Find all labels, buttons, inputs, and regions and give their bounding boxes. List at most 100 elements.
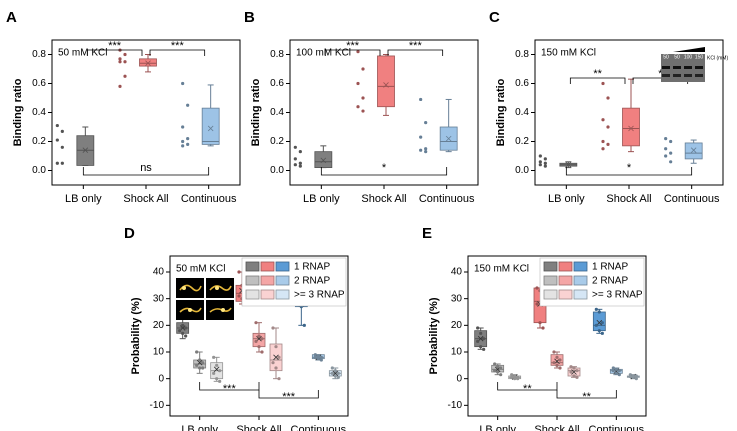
gel-lane-label: 50 [674, 54, 680, 60]
legend-label: >= 3 RNAP [592, 290, 643, 301]
panel-label: E [422, 225, 432, 242]
significance-bracket [497, 382, 558, 391]
data-point [543, 164, 547, 168]
significance-label: ** [523, 383, 532, 395]
data-point [198, 366, 202, 370]
data-point [569, 365, 573, 369]
y-tick-label: -10 [150, 400, 165, 411]
legend-swatch [260, 275, 275, 286]
legend-swatch [558, 261, 573, 272]
data-point [60, 145, 64, 149]
data-point [181, 139, 185, 144]
significance-label: *** [108, 40, 122, 52]
legend-swatch [573, 289, 588, 300]
data-point [60, 161, 64, 165]
legend-swatch [573, 261, 588, 272]
gel-lane-label: 100 [684, 54, 693, 60]
mean-marker [196, 359, 203, 366]
y-tick-label: 40 [153, 267, 165, 278]
mean-marker [477, 335, 484, 342]
data-point [601, 118, 605, 122]
data-point [669, 139, 673, 144]
data-point [123, 52, 127, 57]
mean-marker [332, 370, 339, 377]
legend-swatch [275, 289, 290, 300]
data-point [257, 345, 261, 349]
micrograph [206, 278, 234, 298]
micrograph-spot [188, 308, 192, 312]
gel-band [673, 66, 681, 69]
panel-label: D [124, 225, 135, 242]
data-point [558, 366, 562, 370]
data-point [293, 145, 297, 149]
mean-marker [256, 335, 262, 342]
y-axis-label: Binding ratio [495, 78, 507, 146]
panel-title: 150 mM KCl [474, 264, 529, 275]
box [139, 58, 157, 67]
y-tick-label: 0.4 [270, 107, 284, 118]
data-point [298, 164, 302, 168]
data-point [601, 147, 605, 151]
legend-swatch [275, 261, 290, 272]
data-point [476, 326, 480, 330]
y-tick-label: 0.2 [32, 136, 46, 147]
x-tick-label: LB only [548, 193, 585, 205]
data-point [617, 373, 621, 377]
data-point [212, 371, 216, 375]
mean-marker [273, 354, 279, 361]
data-point [617, 369, 621, 373]
data-point [510, 375, 514, 379]
data-point [424, 147, 428, 151]
data-point [237, 270, 241, 274]
data-point [361, 96, 365, 100]
data-point [186, 142, 190, 146]
data-point [597, 329, 601, 333]
data-point [555, 363, 559, 367]
significance-bracket [556, 390, 617, 399]
data-point [479, 345, 483, 349]
box [622, 107, 640, 147]
data-point [572, 374, 576, 378]
mean-marker [596, 319, 603, 326]
data-point [336, 371, 340, 375]
y-tick-label: 0.0 [32, 165, 46, 176]
data-point [361, 109, 365, 113]
data-point [181, 81, 185, 86]
data-point [510, 373, 514, 377]
gel-band [695, 74, 703, 77]
panel-label: C [489, 9, 500, 26]
data-point [558, 358, 562, 362]
legend-label: >= 3 RNAP [294, 290, 345, 301]
y-axis-label: Binding ratio [250, 78, 262, 146]
legend-swatch [543, 289, 558, 300]
gel-band [695, 66, 703, 69]
mean-marker [690, 147, 697, 153]
y-tick-label: 0.4 [32, 107, 46, 118]
data-point [298, 150, 302, 154]
data-point [541, 326, 545, 330]
data-point [552, 350, 556, 354]
panel-title: 100 mM KCl [296, 48, 351, 59]
mean-marker [82, 147, 89, 153]
x-tick-label: Continuous [181, 193, 237, 205]
y-tick-label: 0.6 [515, 78, 529, 89]
panel-label: B [244, 9, 255, 26]
data-point [361, 67, 365, 71]
data-point [302, 323, 306, 327]
data-point [186, 103, 190, 107]
data-point [184, 326, 188, 330]
data-point [118, 60, 122, 64]
data-point [569, 370, 573, 374]
data-point [575, 369, 579, 373]
data-point [535, 286, 539, 290]
data-point [55, 123, 59, 128]
data-point [55, 138, 59, 142]
mean-marker [628, 125, 634, 132]
data-point [218, 379, 222, 383]
data-point [330, 366, 334, 370]
data-point [178, 329, 182, 333]
data-point [260, 350, 264, 354]
data-point [538, 160, 542, 164]
